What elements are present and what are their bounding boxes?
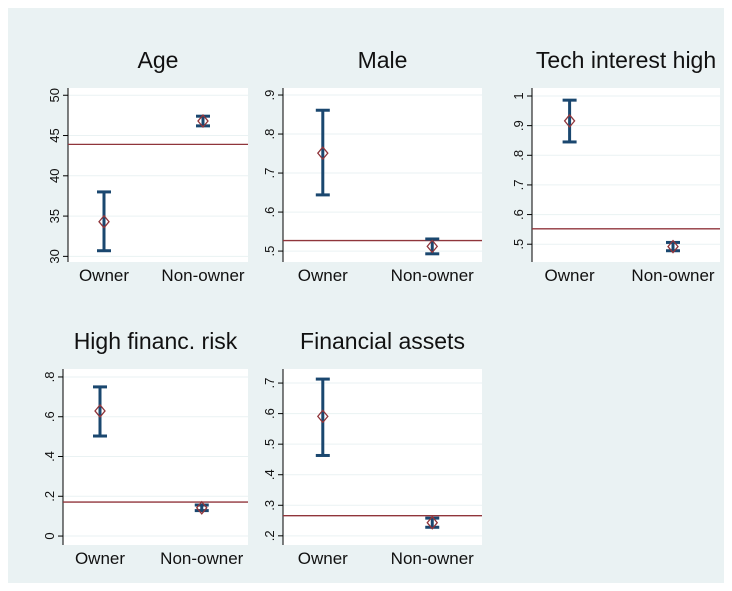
plot-area <box>283 369 482 545</box>
y-tick-label: .8 <box>42 372 57 383</box>
point <box>316 146 329 161</box>
point <box>667 239 679 254</box>
point <box>426 239 439 254</box>
y-tick-label: 1 <box>511 92 526 99</box>
plot-area <box>68 88 248 262</box>
y-tick-label: 0 <box>42 532 57 539</box>
point <box>426 515 439 530</box>
y-tick-label: .9 <box>511 120 526 131</box>
panel-title: Male <box>358 47 408 73</box>
y-tick-label: 30 <box>47 249 62 263</box>
panel-title: Financial assets <box>300 328 465 354</box>
point <box>195 500 208 515</box>
y-tick-label: .8 <box>262 129 277 140</box>
panel-title: Age <box>138 47 179 73</box>
y-tick-label: 40 <box>47 169 62 183</box>
y-tick-label: .8 <box>511 150 526 161</box>
panel-title: Tech interest high <box>536 47 716 73</box>
panel-title: High financ. risk <box>74 328 238 354</box>
point <box>563 113 576 128</box>
point <box>98 214 110 229</box>
y-tick-label: .4 <box>262 469 277 480</box>
y-tick-label: .7 <box>262 378 277 389</box>
x-tick-label: Owner <box>75 549 125 568</box>
plot-area <box>532 88 720 262</box>
y-tick-label: .7 <box>262 168 277 179</box>
y-tick-label: .3 <box>262 500 277 511</box>
point <box>316 409 329 424</box>
y-tick-label: .4 <box>42 451 57 462</box>
x-tick-label: Owner <box>298 549 348 568</box>
y-tick-label: .6 <box>262 408 277 419</box>
y-tick-label: .5 <box>262 246 277 257</box>
x-tick-label: Non-owner <box>631 266 714 285</box>
y-tick-label: .6 <box>511 209 526 220</box>
x-tick-label: Non-owner <box>160 549 243 568</box>
y-tick-label: .6 <box>262 207 277 218</box>
x-tick-label: Owner <box>298 266 348 285</box>
y-tick-label: 45 <box>47 128 62 142</box>
x-tick-label: Owner <box>79 266 129 285</box>
y-tick-label: .2 <box>262 530 277 541</box>
y-tick-label: 50 <box>47 88 62 102</box>
x-tick-label: Non-owner <box>391 266 474 285</box>
y-tick-label: .7 <box>511 180 526 191</box>
x-tick-label: Non-owner <box>391 549 474 568</box>
y-tick-label: .6 <box>42 411 57 422</box>
y-tick-label: .9 <box>262 90 277 101</box>
x-tick-label: Owner <box>545 266 595 285</box>
y-tick-label: .5 <box>511 239 526 250</box>
x-tick-label: Non-owner <box>161 266 244 285</box>
y-tick-label: 35 <box>47 209 62 223</box>
plot-area <box>283 88 482 262</box>
point <box>197 114 209 129</box>
y-tick-label: .2 <box>42 491 57 502</box>
point <box>94 403 106 418</box>
y-tick-label: .5 <box>262 439 277 450</box>
